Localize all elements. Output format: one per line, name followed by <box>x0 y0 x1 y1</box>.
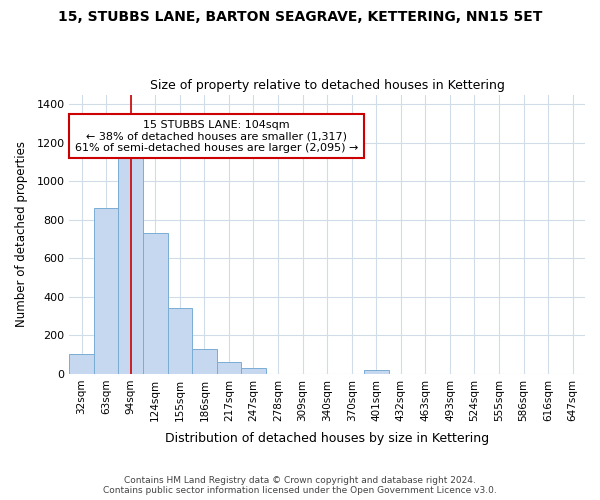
Title: Size of property relative to detached houses in Kettering: Size of property relative to detached ho… <box>150 79 505 92</box>
Bar <box>143 234 167 374</box>
Bar <box>70 354 94 374</box>
Text: Contains HM Land Registry data © Crown copyright and database right 2024.
Contai: Contains HM Land Registry data © Crown c… <box>103 476 497 495</box>
Text: 15 STUBBS LANE: 104sqm
← 38% of detached houses are smaller (1,317)
61% of semi-: 15 STUBBS LANE: 104sqm ← 38% of detached… <box>75 120 358 153</box>
Y-axis label: Number of detached properties: Number of detached properties <box>15 141 28 327</box>
Bar <box>192 349 217 374</box>
Bar <box>167 308 192 374</box>
Bar <box>364 370 389 374</box>
X-axis label: Distribution of detached houses by size in Kettering: Distribution of detached houses by size … <box>165 432 489 445</box>
Bar <box>118 154 143 374</box>
Bar <box>241 368 266 374</box>
Text: 15, STUBBS LANE, BARTON SEAGRAVE, KETTERING, NN15 5ET: 15, STUBBS LANE, BARTON SEAGRAVE, KETTER… <box>58 10 542 24</box>
Bar <box>217 362 241 374</box>
Bar <box>94 208 118 374</box>
